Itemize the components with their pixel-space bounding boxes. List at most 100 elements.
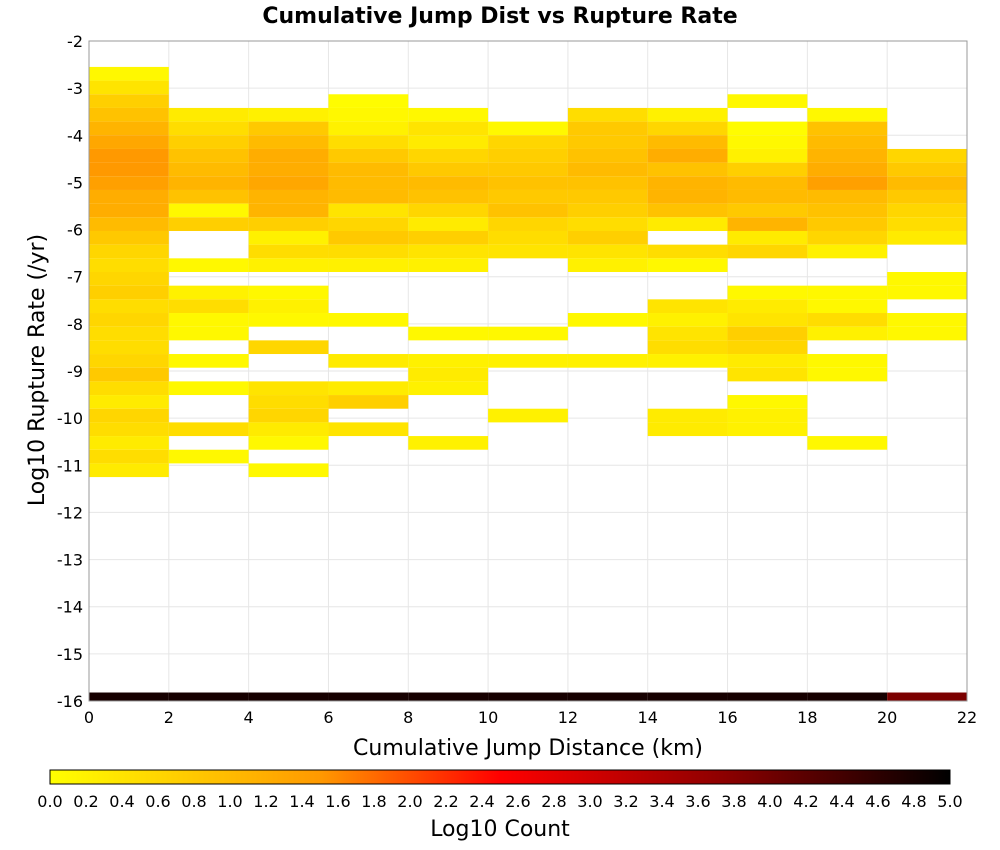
heatmap-cell bbox=[727, 395, 808, 409]
heatmap-cell bbox=[248, 217, 329, 231]
colorbar bbox=[49, 769, 951, 785]
heatmap-cell bbox=[248, 463, 329, 478]
heatmap-cell bbox=[248, 162, 329, 177]
heatmap-cell bbox=[408, 107, 489, 122]
heatmap-cell bbox=[807, 176, 888, 190]
heatmap-cell bbox=[647, 135, 728, 149]
colorbar-ticks: 0.0 0.2 0.4 0.6 0.8 1.0 1.2 1.4 1.6 1.8 2.0 2.2 2.4 2… bbox=[37, 792, 962, 811]
heatmap-cell bbox=[727, 230, 808, 245]
heatmap-cell bbox=[887, 148, 967, 163]
heatmap-cell bbox=[887, 285, 967, 300]
heatmap-cell bbox=[488, 408, 568, 423]
heatmap-cell bbox=[328, 354, 409, 368]
heatmap-cell bbox=[89, 272, 169, 286]
heatmap-cell bbox=[567, 189, 648, 204]
colorbar-tick-label: 3.6 bbox=[685, 792, 710, 811]
heatmap-cell bbox=[89, 313, 169, 327]
colorbar-tick-label: 0.6 bbox=[145, 792, 170, 811]
heatmap-cell bbox=[727, 121, 808, 136]
heatmap-cell bbox=[488, 189, 568, 204]
heatmap-cell bbox=[89, 354, 169, 368]
heatmap-cell bbox=[89, 422, 169, 437]
heatmap-cell bbox=[248, 313, 329, 327]
heatmap-cell bbox=[647, 313, 728, 327]
colorbar-tick-label: 2.4 bbox=[469, 792, 494, 811]
heatmap-cell bbox=[89, 107, 169, 122]
x-tick-label: 12 bbox=[558, 708, 578, 727]
heatmap-cell bbox=[647, 217, 728, 231]
heatmap-cell bbox=[567, 203, 648, 218]
heatmap-cell bbox=[488, 244, 568, 259]
colorbar-tick-label: 3.2 bbox=[613, 792, 638, 811]
heatmap-cell bbox=[807, 313, 888, 327]
heatmap-cell bbox=[807, 436, 888, 450]
heatmap-cell bbox=[567, 313, 648, 327]
heatmap-cell bbox=[328, 94, 409, 108]
heatmap-cell bbox=[248, 285, 329, 300]
heatmap-cell bbox=[647, 340, 728, 355]
heatmap-cell bbox=[248, 203, 329, 218]
heatmap-cell-bottom bbox=[488, 692, 568, 701]
colorbar-tick-label: 4.2 bbox=[793, 792, 818, 811]
colorbar-tick-label: 2.2 bbox=[433, 792, 458, 811]
y-axis-label: Log10 Rupture Rate (/yr) bbox=[25, 234, 50, 506]
heatmap-cell-bottom bbox=[807, 692, 888, 701]
x-tick-label: 4 bbox=[244, 708, 254, 727]
heatmap-cell bbox=[168, 176, 249, 190]
heatmap-cell bbox=[328, 203, 409, 218]
heatmap-cell bbox=[168, 189, 249, 204]
heatmap-cell bbox=[647, 176, 728, 190]
heatmap-cell bbox=[89, 189, 169, 204]
heatmap-cell bbox=[647, 107, 728, 122]
heatmap-cell bbox=[89, 449, 169, 464]
heatmap-cell bbox=[328, 189, 409, 204]
x-axis-label: Cumulative Jump Distance (km) bbox=[353, 736, 703, 761]
heatmap-cell bbox=[89, 148, 169, 163]
heatmap-cell bbox=[647, 422, 728, 437]
heatmap-cell bbox=[647, 326, 728, 341]
heatmap-cell bbox=[807, 107, 888, 122]
x-tick-label: 14 bbox=[638, 708, 658, 727]
heatmap-cell bbox=[248, 299, 329, 314]
heatmap-cell bbox=[248, 395, 329, 409]
heatmap-cell bbox=[408, 354, 489, 368]
heatmap-cell bbox=[168, 449, 249, 464]
heatmap-cell bbox=[727, 285, 808, 300]
heatmap-cell bbox=[488, 203, 568, 218]
heatmap-cell bbox=[807, 230, 888, 245]
colorbar-tick-label: 2.8 bbox=[541, 792, 566, 811]
y-tick-label: -7 bbox=[67, 268, 83, 287]
heatmap-cell bbox=[168, 217, 249, 231]
chart-title: Cumulative Jump Dist vs Rupture Rate bbox=[262, 4, 737, 29]
heatmap-cells bbox=[89, 66, 967, 701]
heatmap-cell bbox=[647, 121, 728, 136]
y-tick-label: -15 bbox=[57, 645, 83, 664]
heatmap-cell bbox=[647, 258, 728, 272]
heatmap-cell bbox=[887, 162, 967, 177]
heatmap-cell bbox=[727, 408, 808, 423]
y-axis-ticks: -2 -3 -4 -5 -6 -7 -8 -9 -10 -11 -12 -13 -14 -15 -16 bbox=[57, 32, 83, 711]
heatmap-cell bbox=[248, 148, 329, 163]
colorbar-tick-label: 4.0 bbox=[757, 792, 782, 811]
heatmap-cell bbox=[807, 217, 888, 231]
heatmap-cell bbox=[408, 436, 489, 450]
heatmap-cell bbox=[807, 244, 888, 259]
heatmap-cell bbox=[408, 176, 489, 190]
heatmap-cell bbox=[807, 367, 888, 382]
heatmap-cell-bottom bbox=[727, 692, 808, 701]
x-tick-label: 18 bbox=[797, 708, 817, 727]
heatmap-cell bbox=[408, 258, 489, 272]
heatmap-cell bbox=[168, 422, 249, 437]
heatmap-cell bbox=[567, 354, 648, 368]
heatmap-cell bbox=[89, 244, 169, 259]
heatmap-cell bbox=[807, 189, 888, 204]
heatmap-cell-bottom bbox=[647, 692, 728, 701]
heatmap-cell bbox=[168, 162, 249, 177]
heatmap-cell bbox=[89, 66, 169, 81]
heatmap-cell bbox=[328, 121, 409, 136]
heatmap-cell bbox=[89, 258, 169, 272]
heatmap-cell bbox=[168, 258, 249, 272]
heatmap-cell bbox=[89, 285, 169, 300]
y-tick-label: -13 bbox=[57, 551, 83, 570]
